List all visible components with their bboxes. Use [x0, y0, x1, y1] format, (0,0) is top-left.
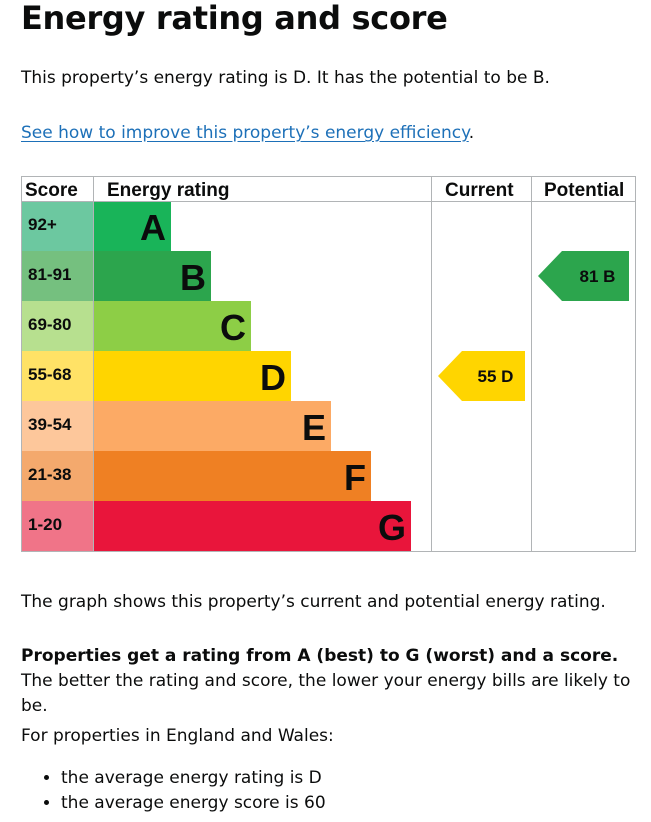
- average-rating-item: the average energy rating is D: [61, 766, 326, 791]
- score-range-c: 69-80: [28, 315, 71, 334]
- improve-paragraph: See how to improve this property’s energ…: [21, 121, 474, 145]
- average-score-item: the average energy score is 60: [61, 791, 326, 816]
- score-cell-b: [21, 251, 93, 301]
- header-current: Current: [445, 180, 514, 201]
- band-letter-a: A: [140, 207, 166, 248]
- band-bar-c: [93, 301, 251, 351]
- band-letter-f: F: [344, 457, 366, 498]
- score-cell-a: [21, 201, 93, 251]
- score-cell-c: [21, 301, 93, 351]
- score-range-e: 39-54: [28, 415, 72, 434]
- potential-rating-label: 81 B: [580, 267, 616, 286]
- score-range-d: 55-68: [28, 365, 71, 384]
- score-cell-f: [21, 451, 93, 501]
- band-letter-d: D: [260, 357, 286, 398]
- band-bar-f: [93, 451, 371, 501]
- score-cell-g: [21, 501, 93, 551]
- england-wales-note: For properties in England and Wales:: [21, 726, 334, 746]
- improve-suffix: .: [468, 123, 475, 143]
- graph-note: The graph shows this property’s current …: [21, 592, 606, 612]
- averages-list: the average energy rating is D the avera…: [21, 766, 326, 816]
- current-rating-label: 55 D: [478, 367, 514, 386]
- header-energy-rating: Energy rating: [107, 180, 229, 201]
- band-letter-c: C: [220, 307, 246, 348]
- rating-explanation-bold: Properties get a rating from A (best) to…: [21, 646, 619, 666]
- score-range-f: 21-38: [28, 465, 71, 484]
- current-rating-arrow: [438, 351, 525, 401]
- score-cell-d: [21, 351, 93, 401]
- energy-rating-chart: Score Energy rating Current Potential 92+ A 81…: [21, 176, 636, 552]
- band-bar-d: [93, 351, 291, 401]
- rating-explanation-rest: The better the rating and score, the low…: [21, 671, 631, 716]
- score-cell-e: [21, 401, 93, 451]
- band-letter-e: E: [302, 407, 326, 448]
- band-bar-b: [93, 251, 211, 301]
- potential-rating-arrow: [538, 251, 629, 301]
- band-bar-g: [93, 501, 411, 551]
- chart-border: [21, 176, 636, 552]
- header-score: Score: [25, 180, 78, 201]
- energy-rating-graph: Score Energy rating Current Potential 92+ A 81…: [21, 176, 636, 552]
- rating-explanation: Properties get a rating from A (best) to…: [21, 644, 636, 719]
- rating-summary: This property’s energy rating is D. It h…: [21, 68, 550, 88]
- band-letter-b: B: [180, 257, 206, 298]
- score-range-b: 81-91: [28, 265, 71, 284]
- score-range-g: 1-20: [28, 515, 62, 534]
- header-potential: Potential: [544, 180, 624, 201]
- score-range-a: 92+: [28, 215, 57, 234]
- band-bar-a: [93, 201, 171, 251]
- band-letter-g: G: [378, 507, 406, 548]
- page-title: Energy rating and score: [21, 0, 448, 37]
- band-bar-e: [93, 401, 331, 451]
- improve-efficiency-link[interactable]: See how to improve this property’s energ…: [21, 123, 469, 143]
